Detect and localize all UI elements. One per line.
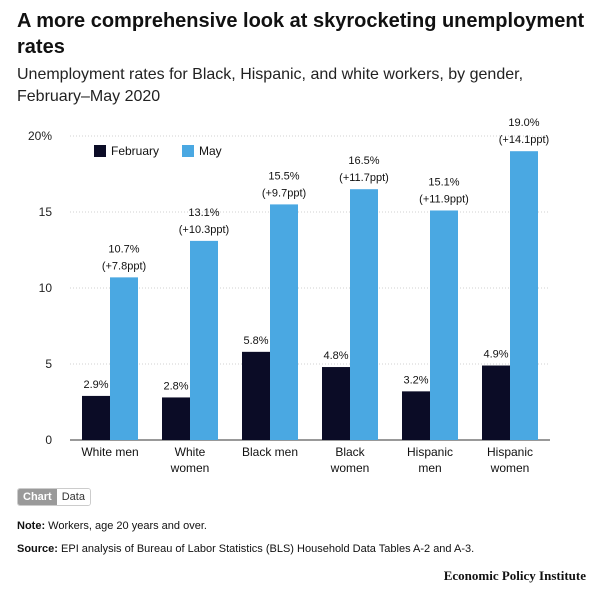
data-label: 2.9% — [83, 379, 108, 391]
bar-february — [82, 395, 110, 440]
x-tick-label: women — [330, 461, 370, 475]
data-label: 10.7% — [108, 243, 139, 255]
data-label: (+9.7ppt) — [262, 187, 306, 199]
bar-february — [482, 365, 510, 440]
x-tick-label: Black — [335, 445, 365, 459]
y-tick-label: 10 — [39, 281, 53, 295]
brand-logo: Economic Policy Institute — [443, 568, 586, 583]
y-tick-label: 0 — [45, 433, 52, 447]
bar-february — [322, 367, 350, 440]
data-label: (+7.8ppt) — [102, 260, 146, 272]
legend-label-may: May — [199, 144, 222, 158]
bar-may — [350, 189, 378, 440]
note-text: Workers, age 20 years and over. — [45, 520, 207, 532]
note: Note: Workers, age 20 years and over. — [17, 520, 207, 532]
bar-may — [430, 210, 458, 440]
data-label: (+11.9ppt) — [419, 193, 469, 205]
bar-may — [190, 240, 218, 440]
legend-swatch-february — [94, 145, 106, 157]
legend-label-february: February — [111, 144, 159, 158]
data-view-button[interactable]: Data — [56, 489, 90, 505]
y-tick-label: 15 — [39, 205, 53, 219]
data-label: 15.5% — [268, 170, 299, 182]
chart-subtitle: Unemployment rates for Black, Hispanic, … — [17, 66, 524, 105]
view-toggle: Chart Data — [17, 488, 91, 506]
data-label: 2.8% — [163, 380, 188, 392]
bar-february — [162, 397, 190, 440]
bar-may — [110, 277, 138, 440]
bar-may — [270, 204, 298, 440]
data-label: 5.8% — [243, 335, 268, 347]
data-label: (+10.3ppt) — [179, 224, 229, 236]
x-tick-label: women — [170, 461, 210, 475]
x-tick-label: men — [418, 461, 441, 475]
chart-view-button[interactable]: Chart — [18, 489, 57, 505]
legend-swatch-may — [182, 145, 194, 157]
y-tick-label: 5 — [45, 357, 52, 371]
bar-may — [510, 151, 538, 440]
bar-february — [242, 351, 270, 440]
data-label: (+14.1ppt) — [499, 134, 549, 146]
data-label: 3.2% — [403, 374, 428, 386]
source: Source: EPI analysis of Bureau of Labor … — [17, 543, 474, 555]
x-tick-label: Black men — [242, 445, 298, 459]
data-label: 4.9% — [483, 349, 508, 361]
source-label: Source: — [17, 543, 58, 555]
bar-chart: 0 5 10 15 20% 2.9% 10.7% (+7.8ppt) White men 2.8%… — [28, 117, 550, 475]
data-label: 15.1% — [428, 176, 459, 188]
data-label: 13.1% — [188, 207, 219, 219]
y-tick-label: 20% — [28, 129, 52, 143]
x-tick-label: White men — [81, 445, 138, 459]
data-label: 16.5% — [348, 155, 379, 167]
x-tick-label: Hispanic — [407, 445, 453, 459]
data-label: (+11.7ppt) — [339, 172, 389, 184]
data-label: 19.0% — [508, 117, 539, 129]
x-tick-label: White — [175, 445, 206, 459]
x-tick-label: Hispanic — [487, 445, 533, 459]
note-label: Note: — [17, 520, 46, 532]
chart-title: A more comprehensive look at skyrocketin… — [17, 10, 585, 58]
bar-february — [402, 391, 430, 440]
data-label: 4.8% — [323, 350, 348, 362]
source-text: EPI analysis of Bureau of Labor Statisti… — [57, 543, 475, 555]
x-tick-label: women — [490, 461, 530, 475]
